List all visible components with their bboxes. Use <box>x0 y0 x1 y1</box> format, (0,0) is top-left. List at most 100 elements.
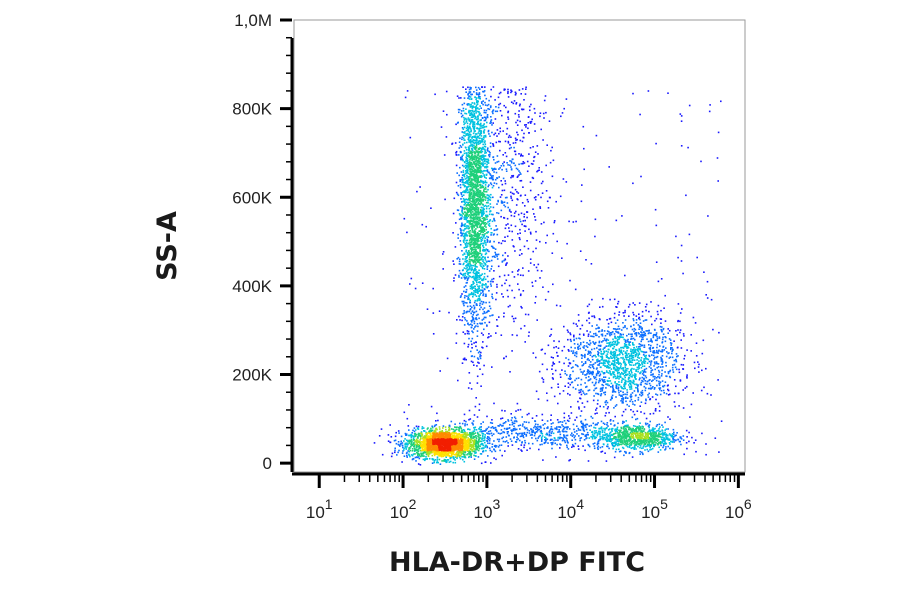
event-dot <box>587 357 589 360</box>
event-dot <box>518 116 520 118</box>
event-dot <box>649 364 652 366</box>
event-dot <box>479 304 481 307</box>
event-dot <box>523 245 526 248</box>
event-dot <box>627 380 629 383</box>
event-dot <box>657 304 660 307</box>
event-dot <box>575 430 578 432</box>
event-dot <box>623 338 625 341</box>
event-dot <box>644 389 647 392</box>
event-dot <box>595 431 598 434</box>
event-dot <box>487 188 489 191</box>
event-dot <box>478 140 480 142</box>
event-dot <box>436 458 439 460</box>
event-dot <box>519 294 522 297</box>
event-dot <box>695 342 698 344</box>
event-dot <box>463 223 466 226</box>
plot-frame <box>293 19 746 473</box>
event-dot <box>491 255 494 258</box>
event-dot <box>619 430 622 433</box>
event-dot <box>480 159 483 161</box>
event-dot <box>630 364 632 366</box>
event-dot <box>475 93 478 96</box>
event-dot <box>613 371 615 373</box>
event-dot <box>486 432 488 434</box>
event-dot <box>591 433 594 436</box>
event-dot <box>458 108 461 111</box>
event-dot <box>471 137 473 139</box>
event-dot <box>661 355 664 357</box>
event-dot <box>499 140 501 143</box>
event-dot <box>404 432 407 435</box>
event-dot <box>483 230 486 232</box>
event-dot <box>482 158 485 161</box>
event-dot <box>643 385 646 388</box>
event-dot <box>467 330 470 333</box>
event-dot <box>468 324 470 326</box>
event-dot <box>463 241 465 243</box>
event-dot <box>401 442 404 444</box>
event-dot <box>405 434 407 436</box>
event-dot <box>665 365 667 367</box>
event-dot <box>512 158 514 161</box>
event-dot <box>587 389 590 392</box>
event-dot <box>511 334 514 336</box>
event-dot <box>588 344 591 346</box>
event-dot <box>449 457 452 459</box>
event-dot <box>442 251 445 253</box>
event-dot <box>523 433 526 435</box>
event-dot <box>462 159 464 162</box>
event-dot <box>521 450 523 452</box>
event-dot <box>464 225 466 228</box>
event-dot <box>662 446 664 449</box>
event-dot <box>694 439 697 441</box>
event-dot <box>600 420 603 423</box>
event-dot <box>664 431 666 434</box>
event-dot <box>466 256 468 258</box>
event-dot <box>637 332 640 334</box>
event-dot <box>675 360 678 363</box>
event-dot <box>460 97 462 99</box>
event-dot <box>469 120 471 122</box>
event-dot <box>643 370 645 373</box>
event-dot <box>649 348 652 350</box>
event-dot <box>464 256 467 258</box>
event-dot <box>457 194 460 197</box>
event-dot <box>466 155 469 157</box>
event-dot <box>505 421 507 423</box>
event-dot <box>596 442 599 444</box>
event-dot <box>410 433 412 436</box>
event-dot <box>631 356 634 359</box>
event-dot <box>579 328 582 330</box>
event-dot <box>651 323 653 326</box>
event-dot <box>601 333 604 336</box>
event-dot <box>480 426 482 428</box>
event-dot <box>629 400 631 403</box>
event-dot <box>506 428 509 430</box>
event-dot <box>602 340 604 342</box>
event-dot <box>609 332 612 334</box>
event-dot <box>529 122 532 124</box>
event-dot <box>411 444 413 447</box>
event-dot <box>470 265 472 267</box>
event-dot <box>716 157 719 159</box>
event-dot <box>657 366 660 368</box>
event-dot <box>480 122 482 125</box>
event-dot <box>463 286 466 288</box>
event-dot <box>509 438 512 440</box>
event-dot <box>463 252 466 255</box>
event-dot <box>463 310 465 312</box>
event-dot <box>661 341 664 343</box>
event-dot <box>526 216 528 219</box>
event-dot <box>574 288 577 291</box>
event-dot <box>472 139 475 141</box>
event-dot <box>611 434 614 437</box>
event-dot <box>512 102 515 105</box>
event-dot <box>464 285 467 287</box>
event-dot <box>465 167 467 169</box>
event-dot <box>531 442 534 445</box>
event-dot <box>565 426 568 428</box>
event-dot <box>471 310 474 313</box>
event-dot <box>510 89 512 91</box>
event-dot <box>579 343 582 346</box>
event-dot <box>526 413 529 416</box>
